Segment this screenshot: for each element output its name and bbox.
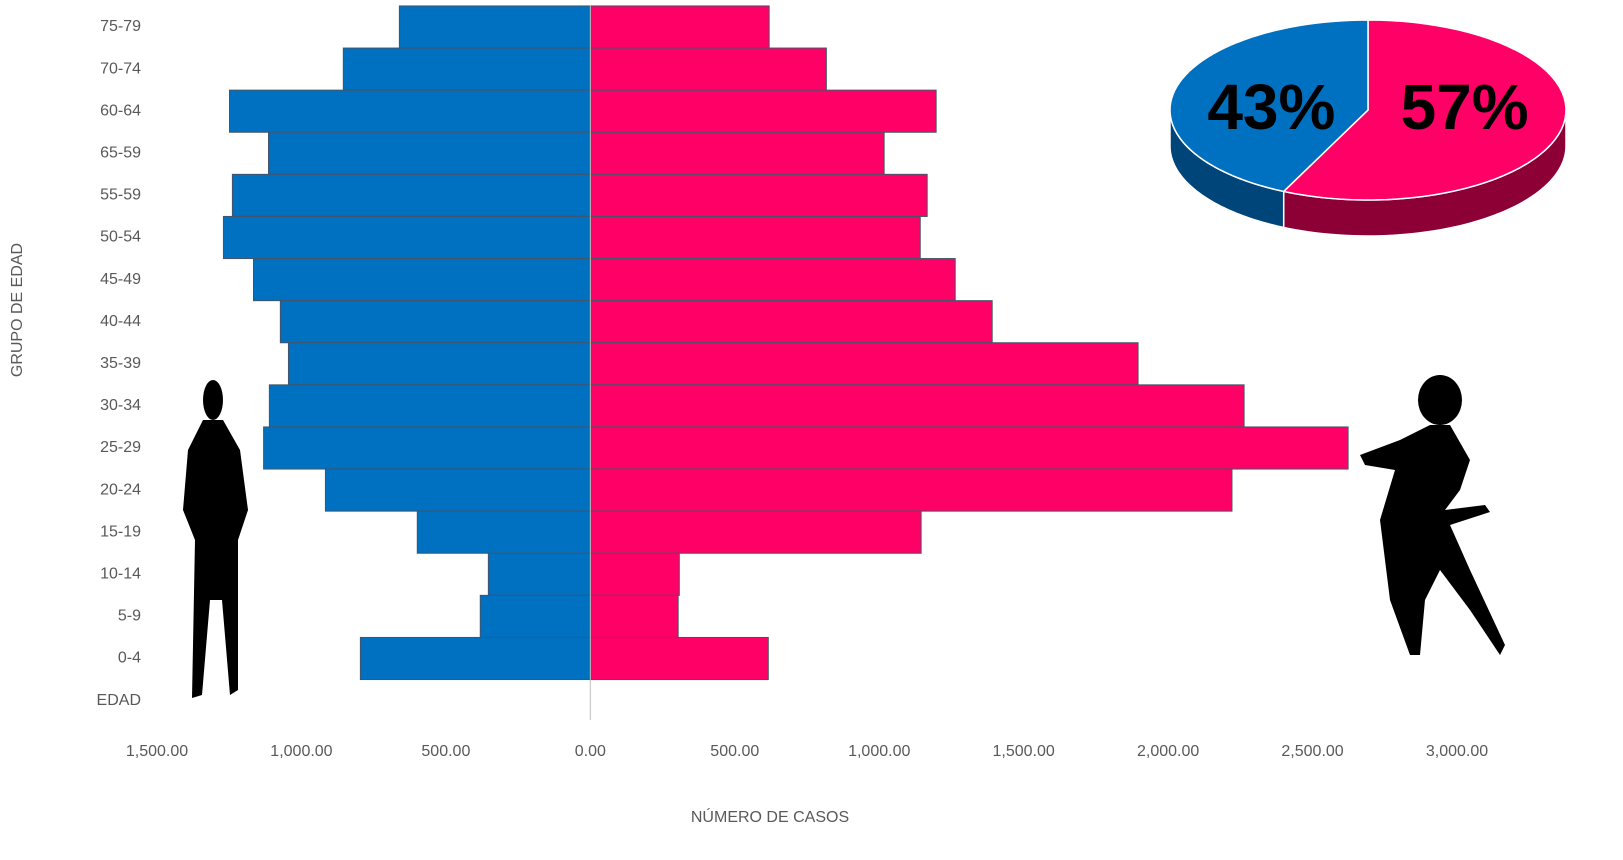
bar — [589, 552, 680, 596]
y-tick-label: 75-79 — [100, 18, 141, 35]
x-tick-label: 2,000.00 — [1137, 743, 1199, 760]
bar — [416, 510, 591, 554]
male-silhouette — [183, 380, 248, 698]
bar — [263, 426, 591, 470]
y-tick-label: 65-59 — [100, 145, 141, 162]
bar — [268, 131, 591, 175]
y-tick-label: 25-29 — [100, 439, 141, 456]
bar — [589, 215, 921, 260]
bar — [589, 510, 922, 554]
y-tick-label: 50-54 — [100, 229, 141, 246]
bar — [589, 131, 885, 175]
x-tick-label: 1,500.00 — [993, 743, 1055, 760]
bar — [589, 258, 956, 302]
x-tick-label: 500.00 — [421, 743, 470, 760]
bar — [398, 5, 591, 49]
pie-label: 57% — [1401, 71, 1529, 143]
x-tick-label: 2,500.00 — [1281, 743, 1343, 760]
bar — [342, 47, 591, 91]
bar — [222, 215, 591, 260]
bar — [287, 342, 591, 386]
y-tick-label: 40-44 — [100, 313, 141, 330]
bar — [589, 468, 1233, 512]
pie-label: 43% — [1207, 71, 1335, 143]
y-tick-label: 5-9 — [118, 608, 141, 625]
bar — [252, 258, 591, 302]
y-tick-label: 30-34 — [100, 397, 141, 414]
bar — [589, 594, 679, 638]
bar — [359, 636, 591, 681]
female-silhouette — [1360, 375, 1505, 655]
bar — [268, 384, 591, 428]
x-tick-label: 500.00 — [710, 743, 759, 760]
y-tick-label: 60-64 — [100, 102, 141, 119]
y-tick-label: 70-74 — [100, 60, 141, 77]
bar — [589, 426, 1349, 470]
bar — [589, 47, 827, 91]
bar — [487, 552, 591, 596]
pie-slice — [1282, 19, 1567, 201]
bar — [589, 300, 993, 344]
bar — [479, 594, 591, 638]
pie-slice — [1169, 19, 1369, 193]
bar — [324, 468, 591, 512]
bar — [589, 173, 928, 217]
bar — [589, 636, 769, 681]
bar — [589, 5, 770, 49]
x-tick-label: 3,000.00 — [1426, 743, 1488, 760]
y-tick-label: 15-19 — [100, 523, 141, 540]
x-tick-label: 1,500.00 — [126, 743, 188, 760]
y-tick-label: 45-49 — [100, 271, 141, 288]
y-tick-label: 20-24 — [100, 481, 141, 498]
bar — [589, 342, 1139, 386]
x-tick-label: 1,000.00 — [848, 743, 910, 760]
y-tick-label: 0-4 — [118, 650, 141, 667]
y-tick-label: 35-39 — [100, 355, 141, 372]
y-axis-title: GRUPO DE EDAD — [9, 243, 26, 377]
x-axis-title: NÚMERO DE CASOS — [691, 807, 849, 826]
bar — [229, 89, 591, 133]
y-tick-label: 55-59 — [100, 187, 141, 204]
bar — [589, 384, 1245, 428]
x-tick-label: 0.00 — [575, 743, 606, 760]
y-tick-label: 10-14 — [100, 566, 141, 583]
bar — [279, 300, 591, 344]
x-tick-label: 1,000.00 — [270, 743, 332, 760]
y-tick-label: EDAD — [97, 692, 141, 709]
bar — [231, 173, 591, 217]
bar — [589, 89, 937, 133]
